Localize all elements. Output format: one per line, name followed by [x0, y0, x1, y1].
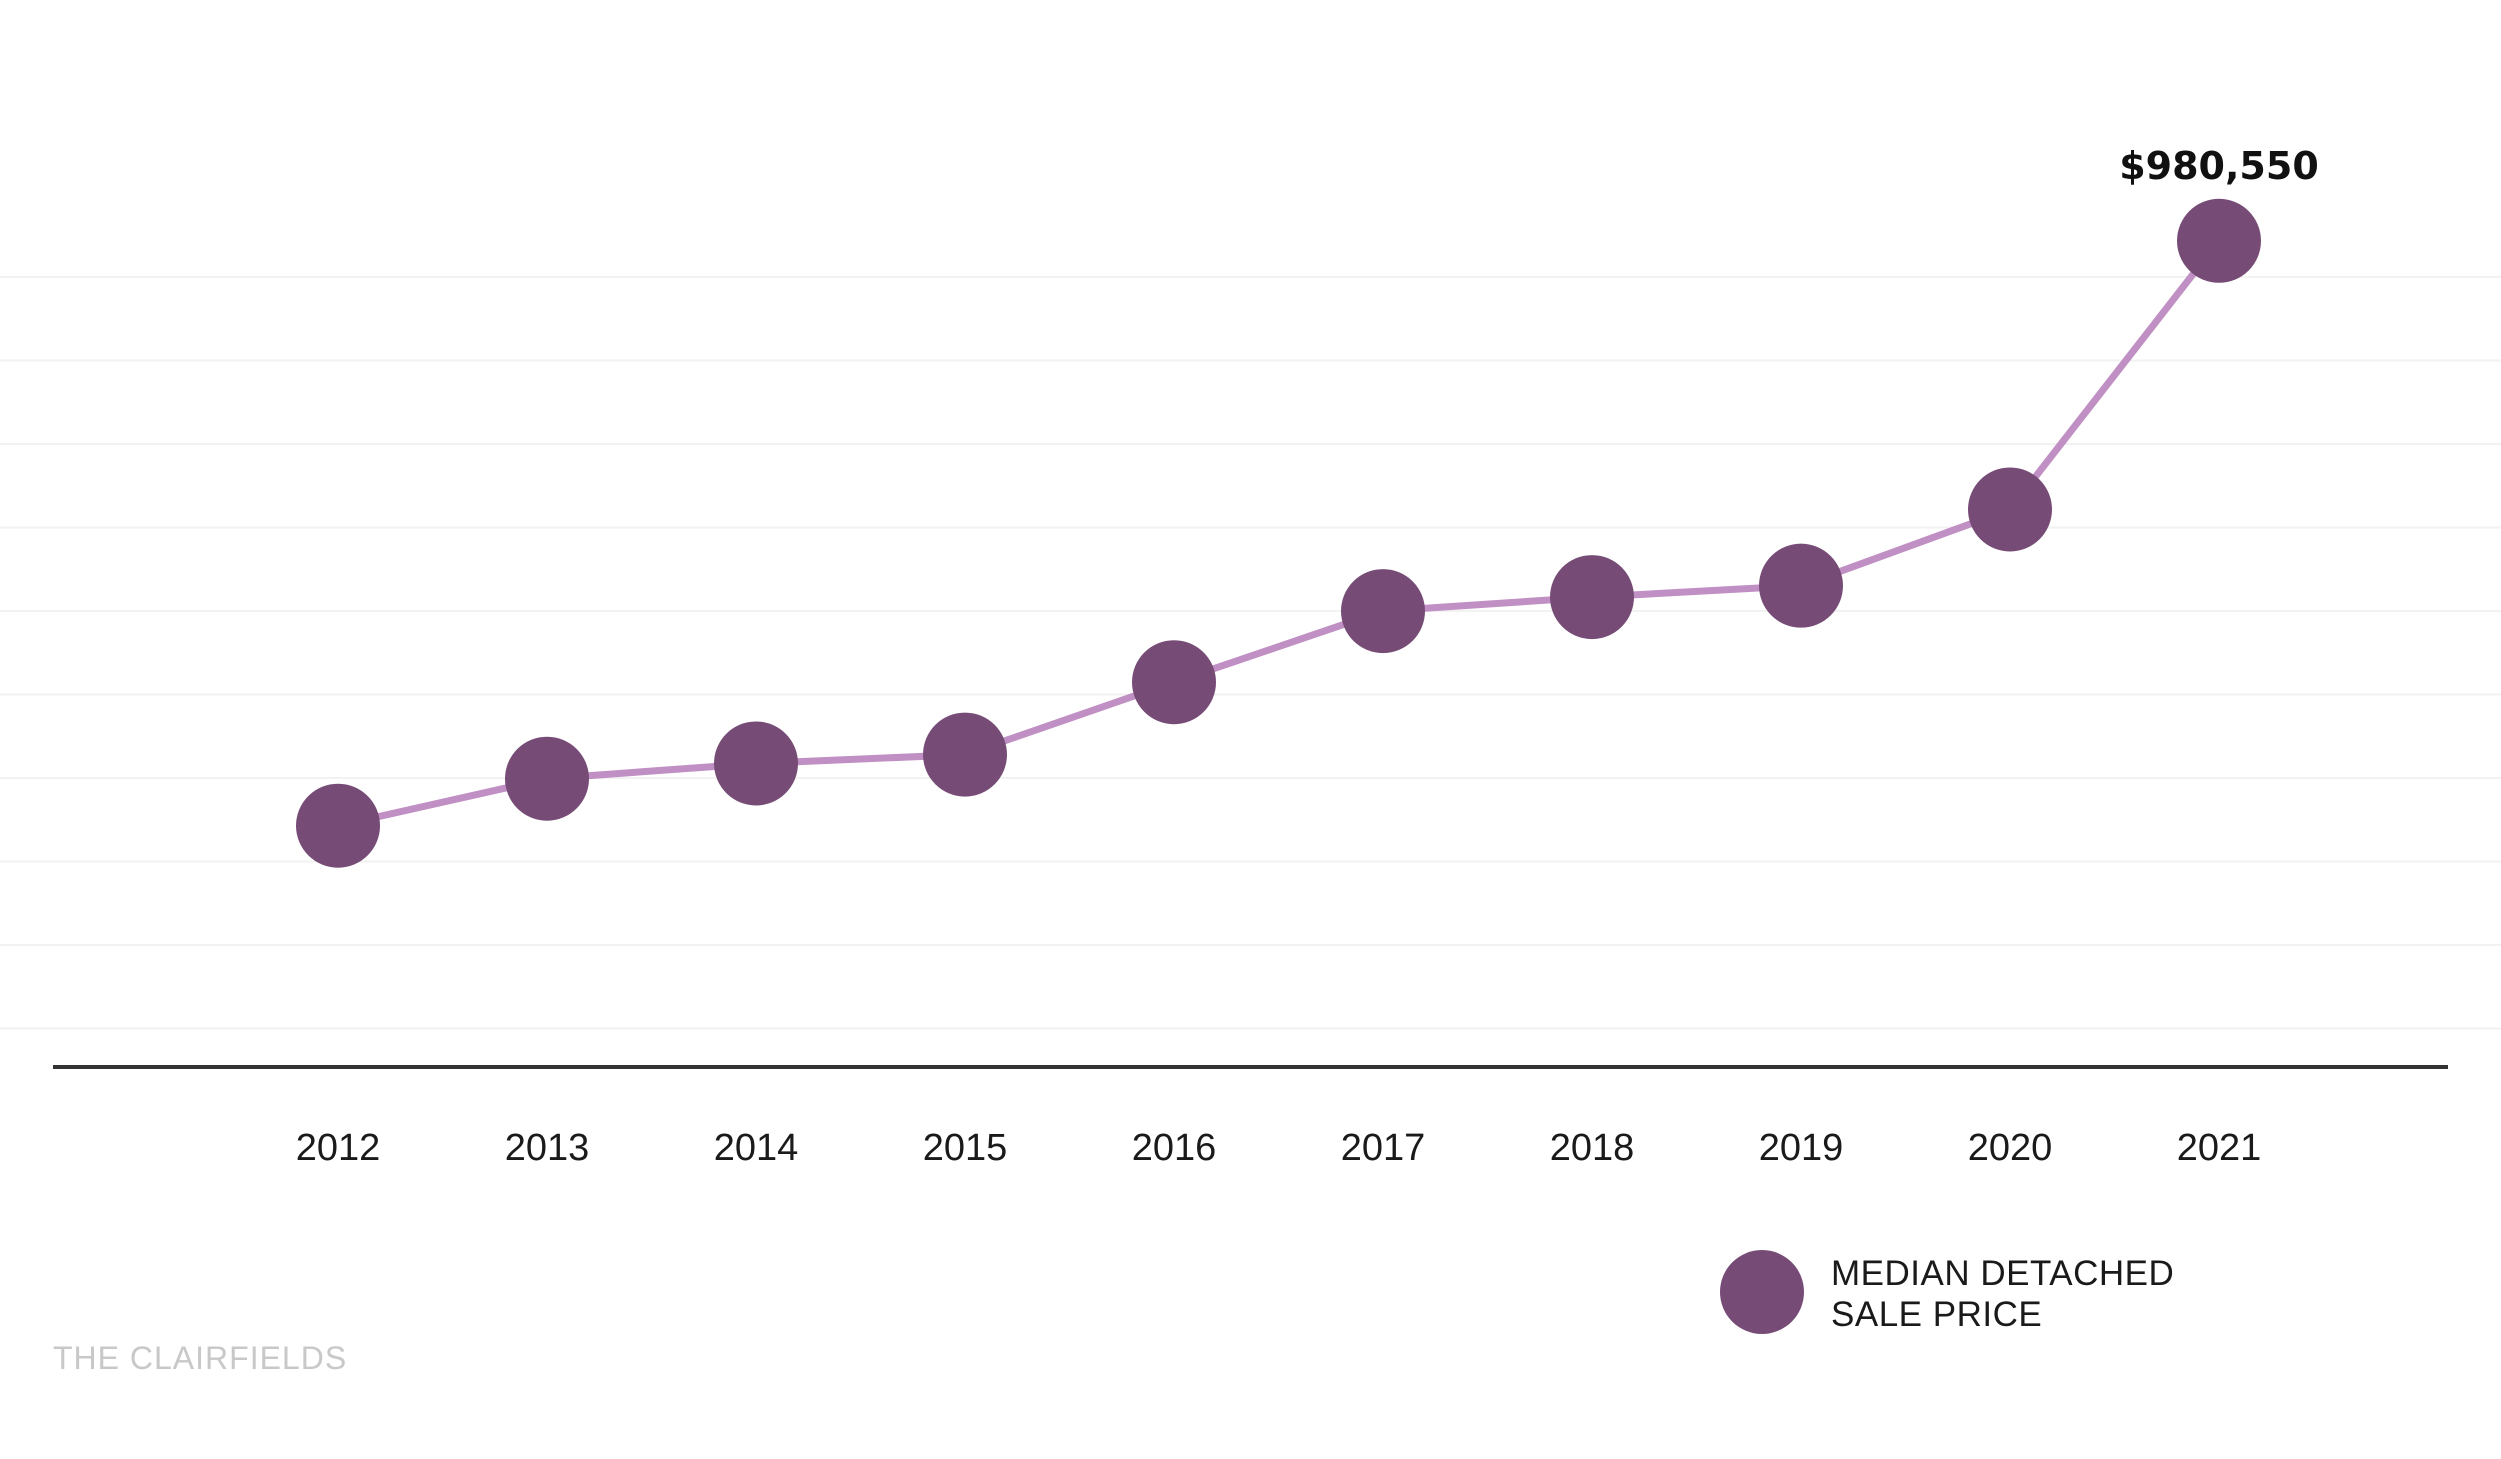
- x-tick-label-2014: 2014: [714, 1127, 799, 1169]
- marker-group: [296, 198, 2261, 868]
- data-point-2017: [1341, 569, 1425, 654]
- x-tick-label-2013: 2013: [505, 1127, 590, 1169]
- x-tick-label-2017: 2017: [1341, 1127, 1426, 1169]
- data-point-2016: [1132, 640, 1216, 725]
- x-tick-label-2016: 2016: [1132, 1127, 1217, 1169]
- x-tick-labels: 2012 2013 2014 2015 2016 2017 2018 2019 2020 2021: [296, 1127, 2262, 1169]
- legend-marker: [1720, 1250, 1804, 1334]
- x-tick-label-2012: 2012: [296, 1127, 381, 1169]
- series-line-group: [334, 237, 2223, 830]
- x-tick-label-2015: 2015: [923, 1127, 1008, 1169]
- x-tick-label-2020: 2020: [1968, 1127, 2053, 1169]
- data-point-2014: [714, 721, 798, 806]
- legend-label-line-2: SALE PRICE: [1831, 1295, 2042, 1334]
- data-point-2019: [1759, 543, 1843, 628]
- legend-label-line-1: MEDIAN DETACHED: [1831, 1254, 2174, 1293]
- x-tick-label-2018: 2018: [1550, 1127, 1635, 1169]
- gridlines: [0, 276, 2501, 1030]
- legend: MEDIAN DETACHED SALE PRICE: [1720, 1250, 2174, 1334]
- data-point-2012: [296, 783, 380, 868]
- data-point-2020: [1968, 467, 2052, 552]
- brand-watermark: THE CLAIRFIELDS: [53, 1340, 347, 1376]
- data-point-2018: [1550, 555, 1634, 640]
- series-line-segment-2020-2021: [2006, 237, 2223, 513]
- data-point-2015: [923, 712, 1007, 797]
- data-point-2021: [2177, 198, 2261, 283]
- data-label-2021: $980,550: [2119, 144, 2319, 188]
- x-tick-label-2019: 2019: [1759, 1127, 1844, 1169]
- data-point-2013: [505, 736, 589, 821]
- x-tick-label-2021: 2021: [2177, 1127, 2262, 1169]
